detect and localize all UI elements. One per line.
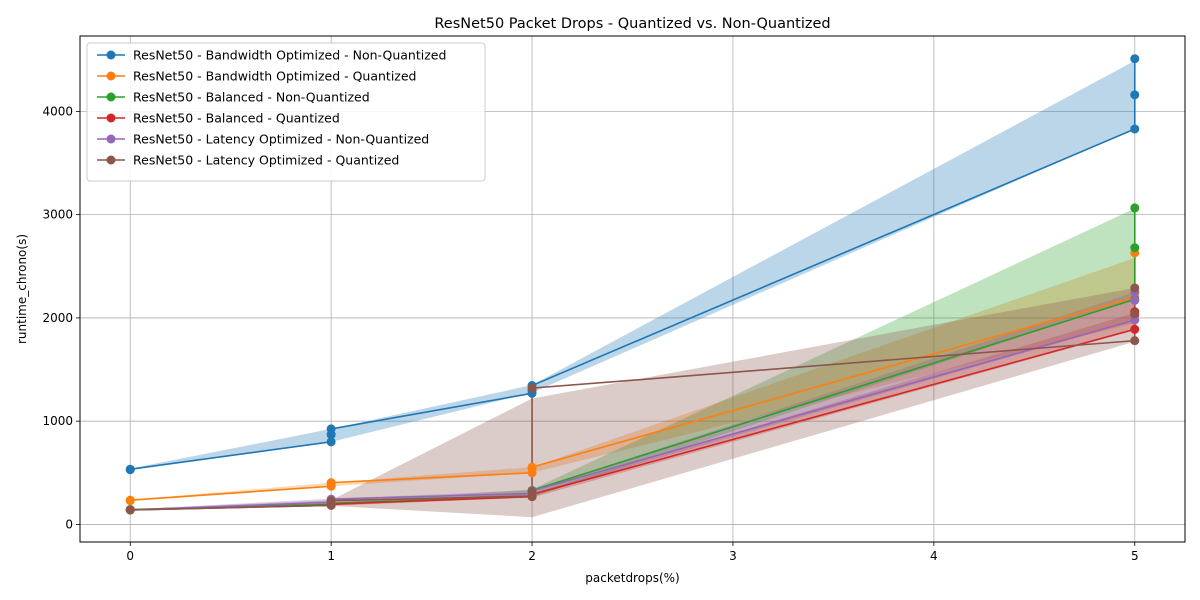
x-tick-label: 3	[729, 549, 737, 563]
chart-title: ResNet50 Packet Drops - Quantized vs. No…	[434, 16, 830, 32]
legend-label: ResNet50 - Balanced - Non-Quantized	[133, 90, 370, 105]
series-5-point	[1130, 315, 1140, 325]
series-6-point	[1130, 336, 1140, 346]
x-tick-label: 1	[327, 549, 335, 563]
y-tick-label: 2000	[42, 311, 73, 325]
series-markers	[125, 54, 1140, 515]
legend-box	[86, 42, 486, 182]
series-1-point	[326, 424, 336, 434]
legend-label: ResNet50 - Balanced - Quantized	[133, 111, 340, 126]
plot-frame	[79, 35, 1186, 543]
series-6-band	[130, 287, 1135, 518]
legend-marker	[106, 134, 116, 144]
y-tick-label: 3000	[42, 208, 73, 222]
legend-marker	[106, 92, 116, 102]
x-tick-label: 5	[1131, 549, 1139, 563]
y-axis-label: runtime_chrono(s)	[15, 234, 29, 344]
legend-marker	[106, 71, 116, 81]
legend-marker	[106, 113, 116, 123]
series-6-point	[1130, 309, 1140, 319]
legend-label: ResNet50 - Latency Optimized - Non-Quant…	[133, 132, 429, 147]
series-6-point	[527, 486, 537, 496]
legend-marker	[106, 50, 116, 60]
series-3-point	[1130, 243, 1140, 253]
series-1-point	[1130, 124, 1140, 134]
series-1-point	[125, 464, 135, 474]
x-tick-label: 2	[528, 549, 536, 563]
y-tick-label: 1000	[42, 414, 73, 428]
x-tick-label: 0	[126, 549, 134, 563]
y-tick-label: 4000	[42, 104, 73, 118]
legend: ResNet50 - Bandwidth Optimized - Non-Qua…	[86, 42, 486, 182]
series-6-point	[527, 383, 537, 393]
legend-marker	[106, 155, 116, 165]
series-6-point	[326, 496, 336, 506]
y-tick-label: 0	[65, 517, 73, 531]
series-3-point	[1130, 203, 1140, 213]
legend-label: ResNet50 - Bandwidth Optimized - Quantiz…	[133, 69, 417, 84]
series-5-point	[1130, 295, 1140, 305]
y-axis-ticks: 0 1000 2000 3000 4000	[42, 104, 80, 531]
series-3-band	[130, 208, 1135, 511]
x-axis-ticks: 0 1 2 3 4 5	[126, 542, 1139, 563]
x-tick-label: 4	[930, 549, 938, 563]
series-1-point	[1130, 54, 1140, 64]
series-1-point	[326, 437, 336, 447]
legend-label: ResNet50 - Latency Optimized - Quantized	[133, 153, 399, 168]
series-6-point	[1130, 283, 1140, 293]
series-1-point	[1130, 90, 1140, 100]
series-4-point	[1130, 324, 1140, 334]
legend-label: ResNet50 - Bandwidth Optimized - Non-Qua…	[133, 48, 446, 63]
x-axis-label: packetdrops(%)	[585, 571, 679, 585]
confidence-bands	[130, 60, 1135, 518]
series-2-point	[125, 495, 135, 505]
series-6-point	[125, 505, 135, 515]
series-2-point	[527, 462, 537, 472]
series-2-point	[326, 478, 336, 488]
